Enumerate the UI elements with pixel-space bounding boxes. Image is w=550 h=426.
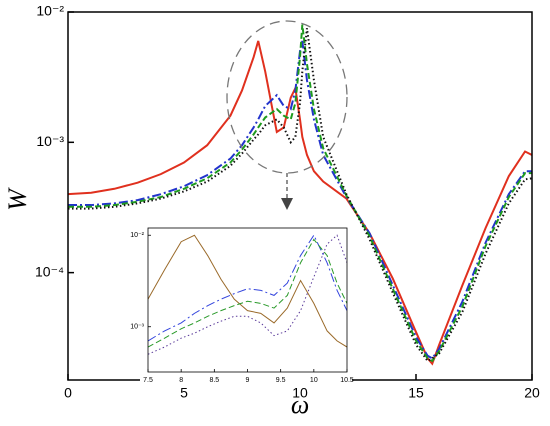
- zoom-circle: [226, 20, 348, 174]
- x-tick-label: 8.5: [209, 377, 219, 384]
- arrow-head: [281, 198, 293, 210]
- inset-background: [140, 222, 352, 387]
- series-line: [148, 234, 347, 355]
- main-plot: 0 5 10 15 20 10⁻² 10⁻³ 10⁻⁴: [35, 3, 540, 401]
- y-tick-label: 10⁻²: [36, 3, 64, 19]
- x-tick-label: 7.5: [143, 377, 153, 384]
- lines: [148, 234, 347, 355]
- x-tick-label: 10: [310, 377, 318, 384]
- lines: [68, 24, 532, 366]
- y-tick-label: 10⁻⁴: [35, 263, 64, 279]
- x-tick-label: 9.5: [276, 377, 286, 384]
- x-tick-label: 10: [292, 385, 308, 401]
- inset-plot: 7.5 8 8.5 9 9.5 10 10.5 10⁻² 10⁻³: [130, 227, 354, 384]
- series-line: [148, 234, 347, 348]
- x-axis-label: ω: [291, 390, 309, 419]
- x-tick-label: 10.5: [340, 377, 354, 384]
- x-tick-label: 8: [179, 377, 183, 384]
- x-tick-label: 20: [524, 385, 540, 401]
- x-tick-label: 0: [64, 385, 72, 401]
- x-tick-label: 9: [246, 377, 250, 384]
- y-tick-label: 10⁻³: [130, 324, 144, 331]
- series-line: [68, 24, 532, 363]
- y-tick-label: 10⁻³: [36, 133, 64, 149]
- y-tick-label: 10⁻²: [130, 232, 144, 239]
- x-tick-label: 15: [408, 385, 424, 401]
- x-tick-label: 5: [180, 385, 188, 401]
- y-axis-label: W: [3, 187, 32, 211]
- series-line: [148, 234, 347, 342]
- series-line: [148, 238, 347, 348]
